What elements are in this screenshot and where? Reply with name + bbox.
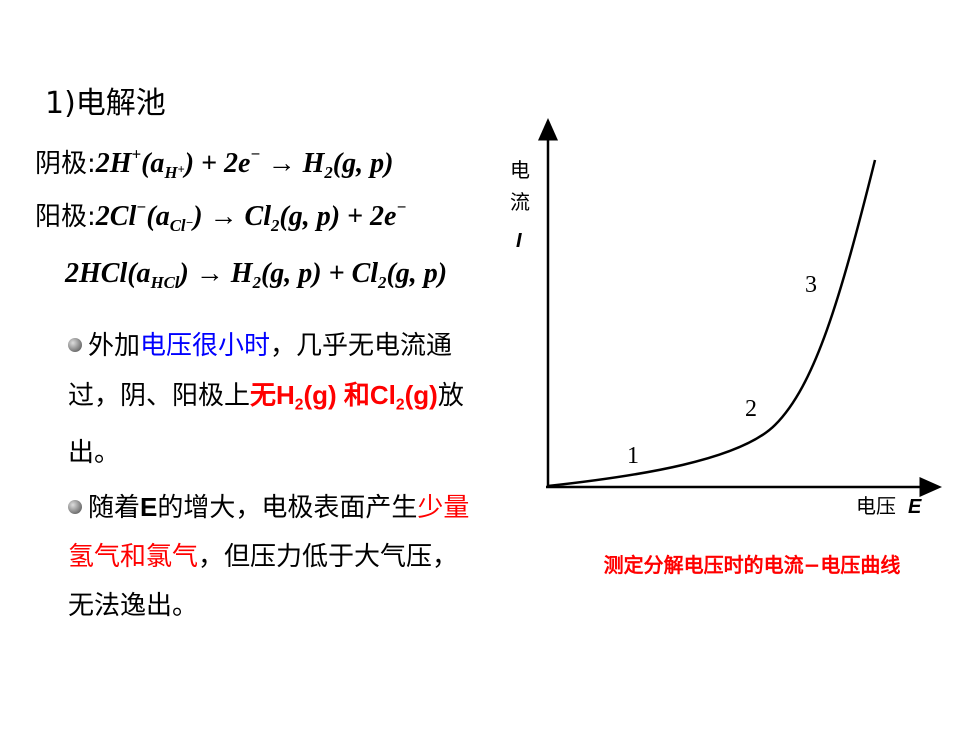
text-run: (g, p) <box>386 258 448 289</box>
y-label: 电 <box>510 158 530 182</box>
text-run: 2 <box>294 396 304 414</box>
text-run: (g, p) <box>332 148 394 179</box>
text-run: HCl <box>150 272 180 292</box>
text-run: − <box>185 215 194 230</box>
x-symbol: E <box>908 496 922 518</box>
text-run: 2 <box>271 215 280 235</box>
text-run: (g) 和Cl <box>303 380 396 410</box>
text-run: (g, p) + Cl <box>260 258 379 289</box>
text-run: ) → Cl <box>193 201 272 232</box>
text-run: ) + 2e <box>184 148 251 179</box>
bullet: 外加电压很小时，几乎无电流通过，阴、阳极上无H2(g) 和Cl2(g)放出。 <box>68 322 478 478</box>
bullet-dot <box>68 338 82 352</box>
text-run: ，几乎无电流通过，阴、阳极上 <box>68 331 453 411</box>
text-run: 2Cl <box>95 201 137 232</box>
text-run: 外加 <box>88 331 141 361</box>
text-run: (a <box>141 148 165 179</box>
slide-title: 1)电解池 <box>45 86 166 121</box>
text-run: (g) <box>404 380 438 410</box>
text-run: ，但压力低于大气压，无法逸出。 <box>68 542 459 621</box>
text-run: (g, p) + 2e <box>279 201 397 232</box>
equation-label: 阳极: <box>35 202 96 232</box>
text-run: − <box>136 197 147 217</box>
bullet: 随着E的增大，电极表面产生少量氢气和氯气，但压力低于大气压，无法逸出。 <box>68 483 478 631</box>
text-run: (a <box>146 201 170 232</box>
caption: 测定分解电压时的电流−电压曲线 <box>604 553 901 577</box>
equation: 阳极:2Cl−(aCl−) → Cl2(g, p) + 2e− <box>35 196 407 236</box>
text-run: − <box>250 144 261 164</box>
text-run: 电压很小时 <box>140 331 271 361</box>
text-run: ) → H <box>179 258 253 289</box>
text-run: 2 <box>395 396 405 414</box>
x-label: 电压 <box>856 494 896 518</box>
text-run: Cl <box>169 215 186 235</box>
curve <box>547 159 877 488</box>
y-symbol: I <box>516 230 522 252</box>
text-run: 少量氢气和氯气 <box>68 493 470 572</box>
text-run: 2H <box>95 148 132 179</box>
text-run: H <box>164 162 178 182</box>
text-run: 无H <box>250 380 295 410</box>
equation: 2HCl(aHCl) → H2(g, p) + Cl2(g, p) <box>65 258 447 293</box>
text-run: 2HCl(a <box>65 258 151 289</box>
text-run: 放出。 <box>68 381 464 469</box>
equation-label: 阴极: <box>35 149 96 179</box>
text-run: 2 <box>252 272 261 292</box>
equation: 阴极:2H+(aH+) + 2e− → H2(g, p) <box>35 143 393 183</box>
curve-label: 1 <box>627 443 639 469</box>
text-run: + <box>177 162 185 177</box>
text-run: E <box>140 492 158 522</box>
text-run: 2 <box>378 272 387 292</box>
curve-label: 2 <box>745 396 757 422</box>
text-run: → H <box>260 148 325 179</box>
text-run: 2 <box>324 162 333 182</box>
text-run: + <box>131 144 142 164</box>
text-run: 的增大，电极表面产生 <box>157 493 418 523</box>
bullet-dot <box>68 500 82 514</box>
text-run: 随着 <box>88 493 141 523</box>
curve-label: 3 <box>805 272 817 298</box>
text-run: − <box>396 197 407 217</box>
y-label: 流 <box>510 190 530 214</box>
